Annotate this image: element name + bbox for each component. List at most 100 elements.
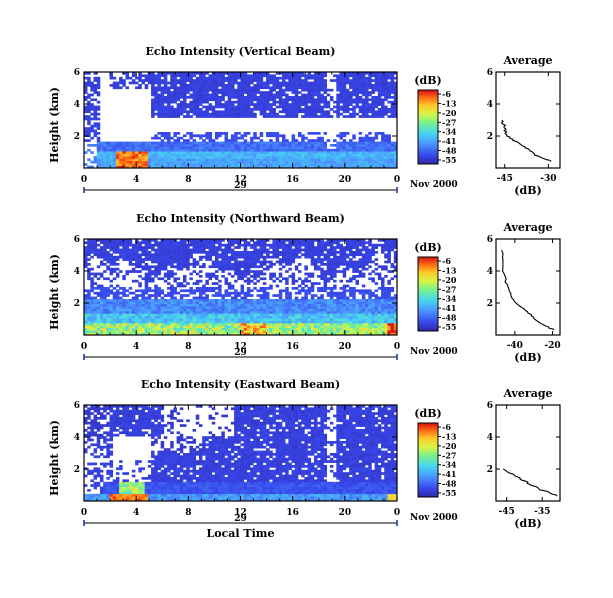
- heatmap-cell: [221, 267, 225, 271]
- heatmap-cell: [390, 76, 395, 80]
- heatmap-cell: [218, 239, 222, 242]
- heatmap-cell: [272, 325, 276, 329]
- heatmap-cell: [227, 91, 232, 94]
- heatmap-cell: [103, 291, 107, 295]
- heatmap-cell: [352, 158, 356, 162]
- heatmap-cell: [198, 265, 203, 269]
- heatmap-cell: [345, 108, 350, 111]
- heatmap-cell: [262, 96, 267, 99]
- heatmap-cell: [138, 294, 142, 297]
- heatmap-cell: [323, 91, 328, 94]
- heatmap-cell: [147, 79, 152, 82]
- heatmap-cell: [345, 103, 350, 106]
- heatmap-cell: [381, 98, 385, 102]
- heatmap-cell: [218, 267, 222, 271]
- heatmap-cell: [179, 299, 184, 302]
- heatmap-cell: [259, 308, 264, 312]
- heatmap-cell: [301, 282, 305, 285]
- heatmap-cell: [374, 81, 379, 85]
- heatmap-cell: [266, 243, 270, 247]
- heatmap-cell: [294, 313, 299, 317]
- heatmap-cell: [253, 253, 257, 257]
- heatmap-cell: [157, 241, 161, 245]
- heatmap-cell: [112, 241, 117, 245]
- heatmap-cell: [282, 103, 286, 106]
- heatmap-cell: [285, 88, 289, 92]
- heatmap-cell: [259, 163, 264, 166]
- heatmap-cell: [183, 243, 187, 247]
- heatmap-cell: [147, 246, 152, 249]
- heatmap-cell: [192, 299, 197, 302]
- heatmap-cell: [304, 272, 308, 276]
- heatmap-cell: [313, 325, 318, 329]
- heatmap-cell: [297, 306, 302, 309]
- heatmap-cell: [205, 258, 209, 261]
- heatmap-cell: [170, 313, 174, 317]
- heatmap-cell: [387, 156, 391, 159]
- heatmap-cell: [87, 241, 91, 245]
- heatmap-cell: [307, 91, 312, 94]
- heatmap-cell: [170, 294, 174, 297]
- heatmap-cell: [358, 146, 363, 150]
- heatmap-cell: [317, 163, 321, 166]
- heatmap-cell: [103, 332, 107, 336]
- heatmap-cell: [275, 303, 280, 307]
- heatmap-cell: [310, 272, 315, 276]
- heatmap-cell: [93, 327, 98, 331]
- heatmap-cell: [272, 88, 276, 92]
- heatmap-cell: [393, 96, 398, 99]
- heatmap-cell: [285, 84, 289, 87]
- heatmap-cell: [84, 91, 88, 94]
- heatmap-cell: [125, 332, 130, 336]
- heatmap-cell: [294, 151, 299, 154]
- heatmap-cell: [253, 132, 257, 135]
- heatmap-cell: [192, 239, 197, 242]
- heatmap-cell: [365, 81, 369, 85]
- heatmap-cell: [390, 153, 395, 157]
- heatmap-cell: [112, 277, 117, 281]
- heatmap-cell: [99, 332, 104, 336]
- heatmap-cell: [154, 241, 158, 245]
- heatmap-cell: [179, 303, 184, 307]
- heatmap-cell: [288, 243, 292, 247]
- heatmap-cell: [240, 284, 244, 288]
- heatmap-cell: [234, 291, 238, 295]
- heatmap-cell: [310, 88, 315, 92]
- heatmap-cell: [173, 81, 177, 85]
- heatmap-cell: [240, 323, 244, 326]
- heatmap-cell: [99, 241, 104, 245]
- heatmap-cell: [266, 260, 270, 264]
- heatmap-cell: [317, 156, 321, 159]
- heatmap-cell: [230, 313, 235, 317]
- heatmap-cell: [272, 165, 276, 169]
- heatmap-cell: [205, 148, 209, 152]
- heatmap-cell: [122, 330, 126, 333]
- heatmap-cell: [297, 148, 302, 152]
- heatmap-cell: [269, 156, 273, 159]
- heatmap-cell: [151, 160, 155, 164]
- heatmap-cell: [176, 151, 181, 154]
- heatmap-cell: [342, 86, 347, 90]
- heatmap-cell: [224, 93, 229, 97]
- heatmap-cell: [282, 91, 286, 94]
- heatmap-cell: [106, 163, 110, 166]
- heatmap-cell: [96, 160, 101, 164]
- colorbar-segment: [418, 160, 438, 163]
- heatmap-cell: [278, 98, 283, 102]
- heatmap-cell: [250, 112, 254, 116]
- heatmap-cell: [109, 144, 114, 147]
- heatmap-cell: [167, 134, 171, 138]
- heatmap-cell: [393, 86, 398, 90]
- heatmap-cell: [361, 72, 366, 75]
- heatmap-cell: [115, 146, 120, 150]
- heatmap-cell: [336, 134, 340, 138]
- heatmap-cell: [112, 86, 117, 90]
- heatmap-cell: [285, 253, 289, 257]
- heatmap-cell: [211, 110, 216, 114]
- heatmap-cell: [230, 74, 235, 78]
- heatmap-cell: [349, 115, 353, 118]
- heatmap-cell: [377, 115, 382, 118]
- heatmap-cell: [131, 148, 136, 152]
- heatmap-cell: [198, 287, 203, 290]
- heatmap-cell: [227, 243, 232, 247]
